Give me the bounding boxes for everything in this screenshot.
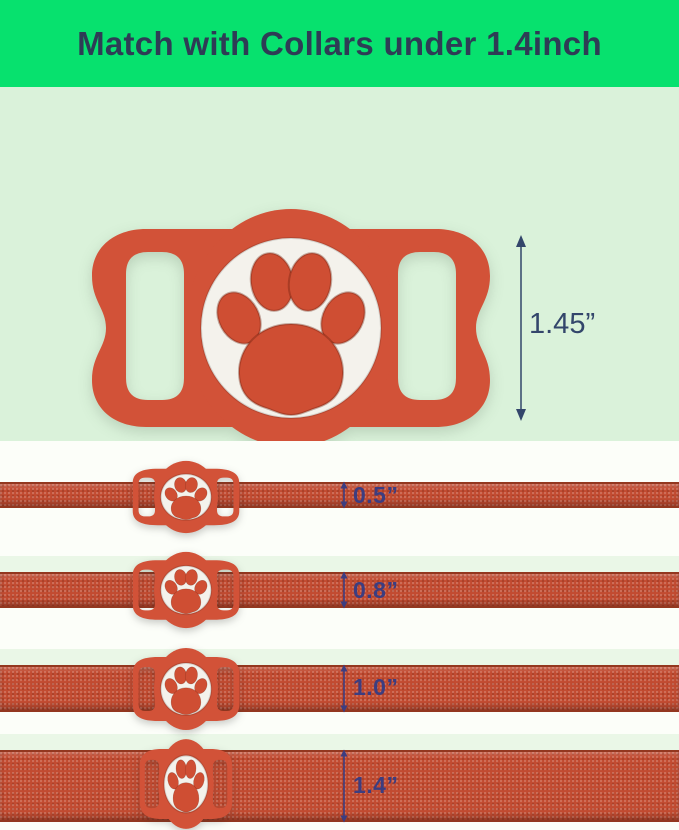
- collar-strap: [0, 750, 679, 822]
- collar-width-label: 1.0”: [353, 674, 399, 700]
- height-dimension-arrow: [516, 235, 526, 421]
- collar-width-arrow: [340, 571, 348, 609]
- collar-strap: [0, 572, 679, 608]
- collar-width-arrow: [340, 481, 348, 509]
- background-stripe: [0, 649, 679, 665]
- height-dimension-label: 1.45”: [529, 308, 596, 340]
- collar-comparison-section: 0.5” 0.8” 1.0” 1.4”: [0, 441, 679, 830]
- collar-strap: [0, 665, 679, 712]
- background-stripe: [0, 734, 679, 750]
- airtag-holder-on-collar: [125, 647, 247, 731]
- collar-width-label: 0.8”: [353, 577, 399, 603]
- collar-width-label: 0.5”: [353, 482, 399, 508]
- header-title: Match with Collars under 1.4inch: [77, 24, 602, 62]
- collar-width-label: 1.4”: [353, 772, 399, 798]
- collar-width-arrow: [340, 749, 348, 823]
- airtag-holder-on-collar: [133, 738, 239, 830]
- airtag-holder-graphic: [85, 206, 497, 451]
- background-stripe: [0, 556, 679, 572]
- product-dimension-section: 1.45” 2.45”: [0, 87, 679, 503]
- collar-width-arrow: [340, 664, 348, 713]
- airtag-holder-on-collar: [125, 551, 247, 629]
- header-banner: Match with Collars under 1.4inch: [0, 0, 679, 87]
- airtag-holder-on-collar: [125, 460, 247, 534]
